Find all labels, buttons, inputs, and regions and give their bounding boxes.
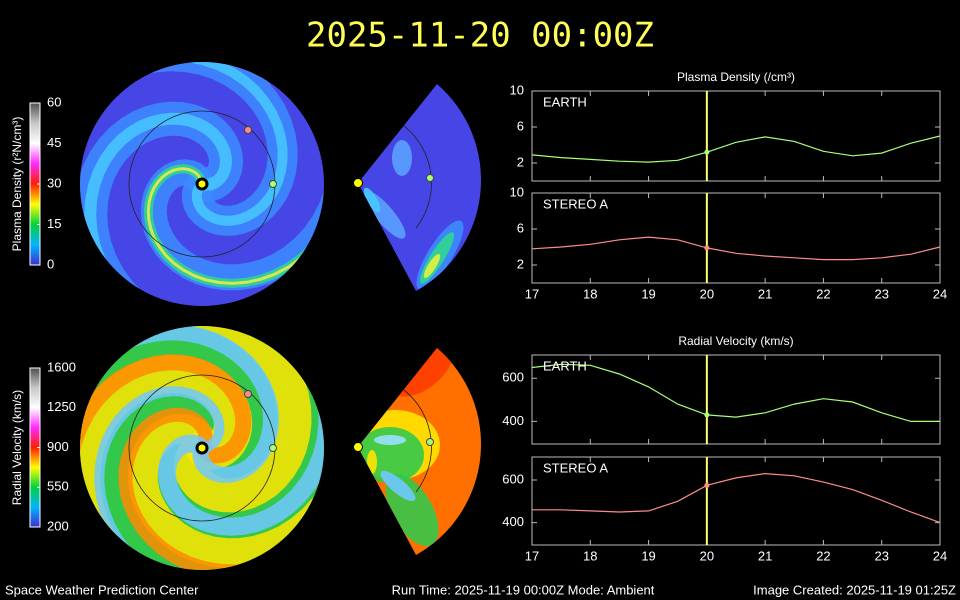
x-tick-label: 18 bbox=[583, 286, 597, 301]
panel-label: STEREO A bbox=[543, 196, 608, 211]
spiral-band bbox=[80, 354, 299, 570]
x-tick-label: 21 bbox=[758, 286, 772, 301]
spiral-band bbox=[80, 326, 312, 513]
image-feature bbox=[380, 470, 416, 502]
y-tick-label: 600 bbox=[502, 471, 524, 486]
spiral-band bbox=[80, 326, 280, 561]
colorbar-tick-label: 1250 bbox=[47, 399, 76, 414]
y-tick-label: 400 bbox=[502, 413, 524, 428]
y-tick-label: 2 bbox=[517, 256, 524, 271]
spiral-band bbox=[118, 377, 324, 570]
sun bbox=[195, 441, 209, 455]
series-line bbox=[532, 472, 941, 524]
panel-label: STEREO A bbox=[543, 460, 608, 475]
x-tick-label: 24 bbox=[933, 286, 947, 301]
colorbar-tick-label: 550 bbox=[47, 479, 69, 494]
sun bbox=[353, 442, 363, 452]
y-tick-label: 10 bbox=[510, 184, 524, 199]
panel-frame bbox=[531, 456, 941, 546]
spiral-band bbox=[146, 62, 324, 285]
footer-left: Space Weather Prediction Center bbox=[5, 582, 199, 597]
footer-center: Run Time: 2025-11-19 00:00Z Mode: Ambien… bbox=[392, 582, 655, 597]
x-tick-label: 23 bbox=[874, 548, 888, 563]
x-tick-label: 20 bbox=[700, 548, 714, 563]
footer-right: Image Created: 2025-11-19 01:25Z bbox=[753, 582, 956, 597]
chart-title: Radial Velocity (km/s) bbox=[678, 334, 793, 348]
x-tick-label: 24 bbox=[933, 548, 947, 563]
colorbar-tick-label: 15 bbox=[47, 216, 61, 231]
colorbar-tick-label: 60 bbox=[47, 94, 61, 109]
earth-marker bbox=[426, 438, 434, 446]
current-point bbox=[704, 412, 710, 418]
spiral-band bbox=[94, 386, 324, 570]
colorbar-tick-label: 900 bbox=[47, 439, 69, 454]
y-tick-label: 2 bbox=[517, 154, 524, 169]
spiral-band bbox=[140, 62, 324, 291]
series-line bbox=[531, 236, 941, 261]
sun bbox=[353, 178, 363, 188]
y-tick-label: 10 bbox=[510, 82, 524, 97]
x-tick-label: 22 bbox=[816, 286, 830, 301]
x-tick-label: 21 bbox=[758, 548, 772, 563]
current-point bbox=[704, 149, 710, 155]
x-tick-label: 18 bbox=[583, 548, 597, 563]
spiral-band bbox=[127, 326, 324, 569]
x-tick-label: 19 bbox=[641, 548, 655, 563]
y-tick-label: 6 bbox=[517, 118, 524, 133]
x-tick-label: 17 bbox=[525, 548, 539, 563]
y-tick-label: 6 bbox=[517, 220, 524, 235]
sun bbox=[195, 177, 209, 191]
model-images bbox=[80, 62, 482, 570]
x-tick-label: 22 bbox=[816, 548, 830, 563]
colorbar-tick-label: 1600 bbox=[47, 359, 76, 374]
panel-frame bbox=[531, 192, 941, 284]
colorbar-label: Radial Velocity (km/s) bbox=[10, 390, 24, 505]
chart-title: Plasma Density (/cm³) bbox=[677, 70, 795, 84]
colorbar-label: Plasma Density (r²N/cm³) bbox=[10, 117, 24, 252]
y-tick-label: 400 bbox=[502, 514, 524, 529]
series-line bbox=[531, 135, 941, 163]
colorbar-tick-label: 45 bbox=[47, 135, 61, 150]
stereo-a-marker bbox=[244, 390, 252, 398]
title: 2025-11-20 00:00Z bbox=[306, 16, 654, 56]
colorbar-tick-label: 30 bbox=[47, 175, 61, 190]
panel-label: EARTH bbox=[543, 94, 587, 109]
earth-marker bbox=[426, 174, 434, 182]
earth-marker bbox=[269, 180, 277, 188]
spiral-band bbox=[84, 112, 324, 306]
image-feature bbox=[367, 450, 377, 474]
colorbar-tick-label: 200 bbox=[47, 518, 69, 533]
panel-frame bbox=[531, 354, 941, 445]
image-feature bbox=[392, 140, 412, 176]
current-point bbox=[704, 482, 710, 488]
series-line bbox=[531, 363, 940, 422]
stereo-a-marker bbox=[244, 126, 252, 134]
colorbar-tick-label: 0 bbox=[47, 256, 54, 271]
panel-label: EARTH bbox=[543, 358, 587, 373]
image-feature bbox=[423, 253, 441, 279]
image-feature bbox=[374, 435, 406, 445]
x-tick-label: 23 bbox=[874, 286, 888, 301]
x-tick-label: 20 bbox=[700, 286, 714, 301]
x-tick-label: 19 bbox=[641, 286, 655, 301]
current-point bbox=[704, 245, 710, 251]
x-tick-label: 17 bbox=[525, 286, 539, 301]
image-feature bbox=[363, 187, 381, 213]
earth-marker bbox=[269, 444, 277, 452]
y-tick-label: 600 bbox=[502, 370, 524, 385]
